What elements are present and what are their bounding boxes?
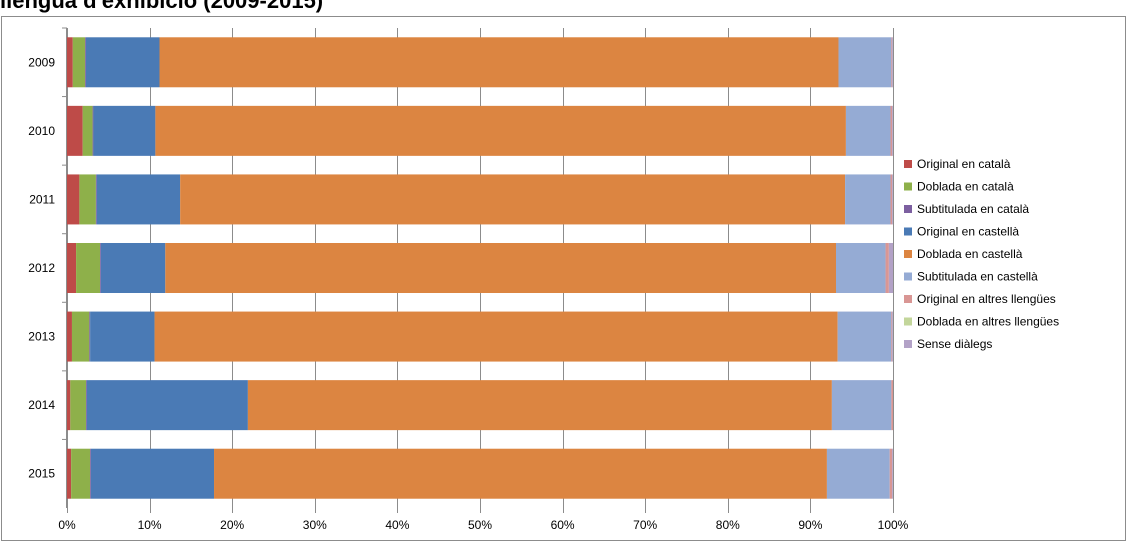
legend-swatch [904, 250, 912, 258]
legend-swatch [904, 317, 912, 326]
bar-segment [247, 380, 832, 431]
bar-segment [67, 37, 73, 88]
bar-segment [885, 243, 889, 293]
bar-segment [70, 380, 86, 431]
bar-segment [889, 448, 893, 499]
y-tick-label: 2014 [28, 398, 55, 412]
bar-segment [891, 37, 893, 88]
legend-label: Doblada en altres llengües [917, 315, 1059, 329]
bar-segment [85, 37, 160, 88]
bar-segment [837, 311, 892, 362]
bar-segment [89, 311, 91, 362]
bar-segment [836, 243, 886, 293]
bar-segment [891, 311, 893, 362]
x-tick-label: 90% [798, 518, 822, 532]
bar-segment [95, 174, 97, 225]
bar-segment [71, 448, 91, 499]
legend-swatch [904, 205, 912, 213]
bar-segment [71, 311, 90, 362]
bar-segment [826, 448, 890, 499]
x-tick-label: 50% [468, 518, 492, 532]
bar-segment [96, 174, 181, 225]
bar-segment [82, 105, 93, 156]
bar-segment [890, 105, 893, 156]
chart-frame [1, 16, 1126, 541]
legend-swatch [904, 272, 912, 281]
legend-label: Original en castellà [917, 225, 1019, 239]
x-tick-label: 70% [633, 518, 657, 532]
legend-label: Original en català [917, 157, 1011, 171]
x-tick-label: 0% [58, 518, 76, 532]
bar-segment [67, 243, 77, 293]
bar-segment [92, 105, 94, 156]
x-tick-label: 20% [220, 518, 244, 532]
bar-segment [67, 174, 80, 225]
y-tick-label: 2010 [28, 124, 55, 138]
bar-segment [85, 37, 86, 88]
y-axis-labels: 2009 2010 2011 2012 2013 2014 2015 [28, 55, 55, 480]
bar-segment [888, 243, 893, 293]
x-tick-label: 40% [385, 518, 409, 532]
bar-segment [214, 448, 827, 499]
bar-segment [845, 105, 891, 156]
bar-segment [892, 174, 893, 225]
bar-segment [159, 37, 839, 88]
bar-segment [67, 380, 71, 431]
bar-segment [67, 311, 72, 362]
bar-segment [79, 174, 96, 225]
bar-segment [892, 448, 893, 499]
bar-segment [72, 37, 86, 88]
legend: Original en català Doblada en català Subti… [904, 157, 1059, 351]
y-tick-label: 2009 [28, 55, 55, 69]
x-tick-label: 30% [303, 518, 327, 532]
x-tick-label: 60% [551, 518, 575, 532]
legend-label: Doblada en català [917, 180, 1014, 194]
bar-segment [165, 243, 837, 293]
legend-swatch [904, 160, 912, 168]
bar-segment [100, 243, 166, 293]
x-tick-label: 10% [138, 518, 162, 532]
bar-segment [838, 37, 892, 88]
bar-segment [100, 243, 101, 293]
legend-label: Subtitulada en castellà [917, 270, 1038, 284]
chart-title: llengua d'exhibició (2009-2015) [0, 0, 324, 13]
bar-segment [180, 174, 846, 225]
legend-swatch [904, 227, 912, 236]
bar-segment [892, 311, 893, 362]
bar-segment [76, 243, 101, 293]
bar-segment [891, 380, 893, 431]
legend-label: Subtitulada en català [917, 202, 1029, 216]
bar-segment [90, 311, 155, 362]
bar-segment [154, 311, 838, 362]
bar-segment [86, 380, 248, 431]
y-tick-label: 2011 [29, 192, 55, 206]
bar-segment [155, 105, 846, 156]
x-axis-labels: 0% 10% 20% 30% 40% 50% 60% 70% 80% 90% 100% [58, 518, 908, 532]
x-tick-label: 80% [716, 518, 740, 532]
bar-segment [892, 37, 893, 88]
bar-segment [85, 380, 87, 431]
bar-segment [831, 380, 892, 431]
y-tick-label: 2013 [28, 330, 55, 344]
bar-segment [90, 448, 215, 499]
y-tick-label: 2012 [28, 261, 55, 275]
bars [67, 37, 893, 499]
bar-segment [67, 105, 83, 156]
legend-swatch [904, 295, 912, 303]
legend-label: Doblada en castellà [917, 247, 1023, 261]
bar-segment [892, 105, 893, 156]
bar-segment [93, 105, 156, 156]
legend-label: Original en altres llengües [917, 292, 1056, 306]
legend-label: Sense diàlegs [917, 337, 992, 351]
bar-segment [67, 448, 72, 499]
x-tick-label: 100% [878, 518, 909, 532]
bar-segment [845, 174, 891, 225]
bar-segment [890, 174, 893, 225]
legend-swatch [904, 340, 912, 348]
legend-swatch [904, 182, 912, 191]
bar-segment [90, 448, 91, 499]
y-tick-label: 2015 [28, 467, 55, 481]
